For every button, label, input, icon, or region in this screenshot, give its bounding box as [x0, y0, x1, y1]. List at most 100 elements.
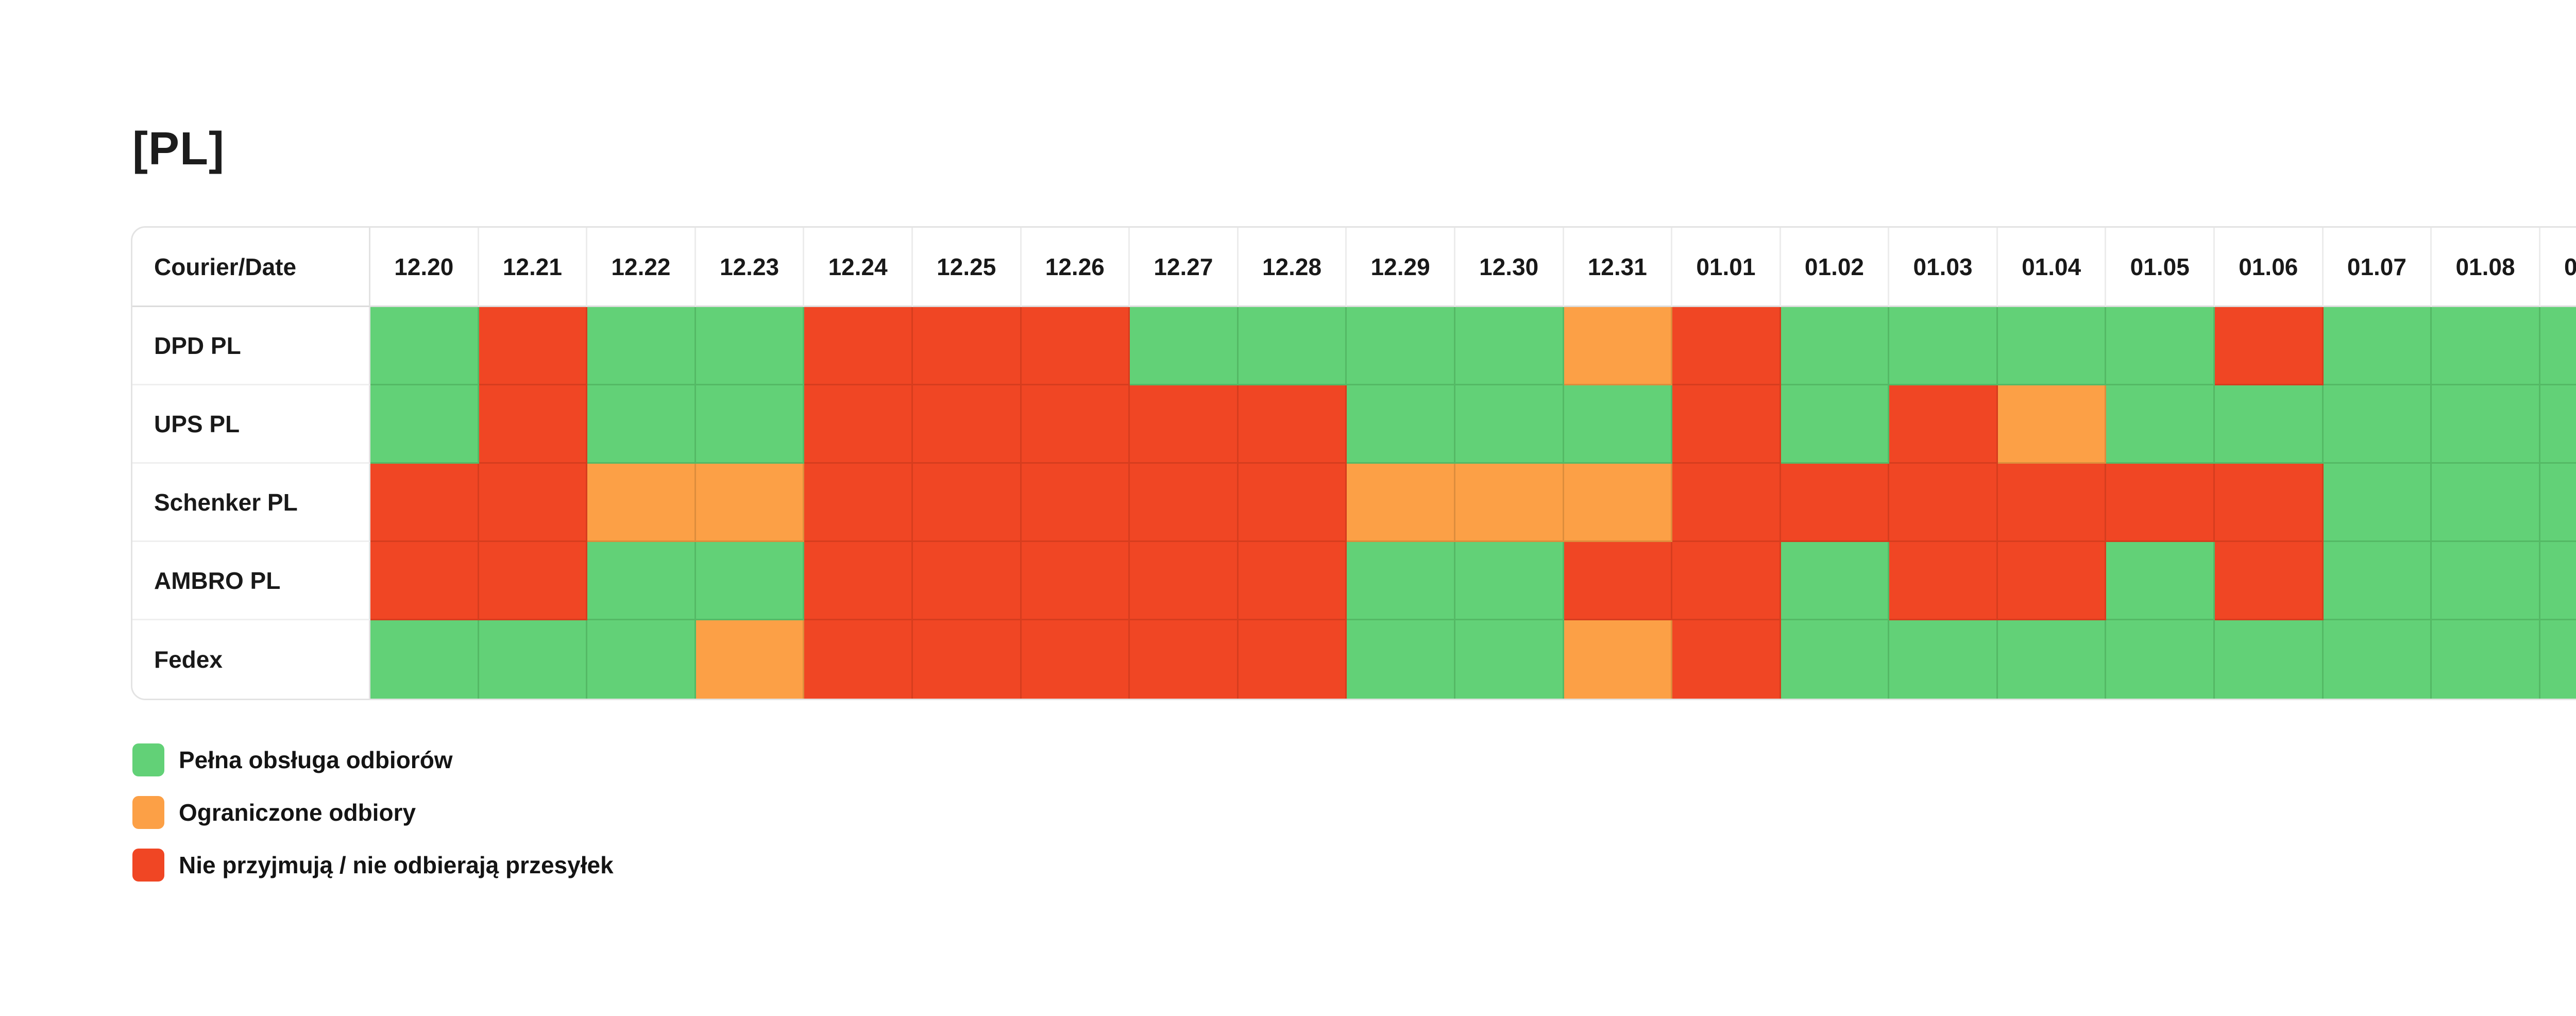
status-cell — [1997, 620, 2107, 699]
status-cell — [1347, 385, 1455, 464]
status-cell — [2432, 307, 2540, 385]
status-cell — [1238, 307, 1347, 385]
status-cell — [696, 307, 805, 385]
status-cell — [1238, 385, 1347, 464]
status-cell — [804, 385, 913, 464]
courier-label: Schenker PL — [132, 464, 370, 542]
status-cell — [1672, 307, 1781, 385]
status-cell — [1021, 620, 1130, 699]
status-cell — [1455, 464, 1564, 542]
status-cell — [1781, 542, 1890, 620]
date-header-cell: 12.24 — [804, 228, 913, 307]
status-cell — [1889, 464, 1998, 542]
legend-swatch-limited — [132, 796, 164, 829]
status-cell — [1997, 385, 2107, 464]
status-cell — [2540, 307, 2576, 385]
status-cell — [479, 307, 588, 385]
status-cell — [1997, 542, 2107, 620]
status-cell — [1347, 464, 1455, 542]
date-header-cell: 12.27 — [1130, 228, 1239, 307]
status-cell — [1997, 464, 2107, 542]
legend-label-closed: Nie przyjmują / nie odbierają przesyłek — [179, 852, 614, 878]
status-cell — [2215, 307, 2324, 385]
date-header-cell: 01.07 — [2323, 228, 2432, 307]
legend-label-limited: Ograniczone odbiory — [179, 799, 416, 826]
date-header-cell: 01.04 — [1997, 228, 2107, 307]
status-cell — [2106, 385, 2215, 464]
status-cell — [2323, 542, 2432, 620]
status-cell — [370, 542, 479, 620]
status-cell — [1130, 620, 1239, 699]
status-cell — [1672, 542, 1781, 620]
date-header-cell: 12.20 — [370, 228, 479, 307]
status-cell — [696, 620, 805, 699]
status-cell — [2432, 464, 2540, 542]
status-cell — [912, 620, 1022, 699]
status-cell — [804, 464, 913, 542]
date-header-cell: 12.30 — [1455, 228, 1564, 307]
date-header-cell: 12.31 — [1564, 228, 1673, 307]
date-header-cell: 01.08 — [2432, 228, 2540, 307]
status-cell — [1889, 542, 1998, 620]
status-cell — [2106, 464, 2215, 542]
status-cell — [1781, 464, 1890, 542]
status-cell — [1564, 385, 1673, 464]
status-cell — [2540, 620, 2576, 699]
status-cell — [1347, 542, 1455, 620]
status-cell — [587, 307, 696, 385]
status-cell — [1889, 385, 1998, 464]
status-cell — [1672, 620, 1781, 699]
legend-item-closed: Nie przyjmują / nie odbierają przesyłek — [132, 849, 614, 882]
status-cell — [804, 307, 913, 385]
status-cell — [479, 542, 588, 620]
status-cell — [2323, 385, 2432, 464]
status-cell — [912, 542, 1022, 620]
status-cell — [1564, 464, 1673, 542]
status-cell — [804, 620, 913, 699]
status-cell — [2215, 542, 2324, 620]
status-cell — [1021, 464, 1130, 542]
status-cell — [1781, 620, 1890, 699]
date-header-cell: 01.03 — [1889, 228, 1998, 307]
status-cell — [370, 385, 479, 464]
legend-swatch-full — [132, 743, 164, 776]
status-cell — [2215, 620, 2324, 699]
status-cell — [479, 620, 588, 699]
status-cell — [1455, 542, 1564, 620]
status-cell — [1021, 542, 1130, 620]
page-title: [PL] — [132, 123, 225, 175]
status-cell — [370, 620, 479, 699]
status-cell — [2106, 307, 2215, 385]
status-cell — [1564, 620, 1673, 699]
date-header-cell: 01.06 — [2215, 228, 2324, 307]
status-cell — [1781, 385, 1890, 464]
date-header-cell: 12.26 — [1021, 228, 1130, 307]
status-cell — [1455, 385, 1564, 464]
legend-item-full: Pełna obsługa odbiorów — [132, 743, 614, 776]
date-header-cell: 12.29 — [1347, 228, 1455, 307]
status-cell — [1347, 307, 1455, 385]
courier-label: UPS PL — [132, 385, 370, 464]
status-cell — [1781, 307, 1890, 385]
status-cell — [1021, 307, 1130, 385]
status-cell — [2106, 542, 2215, 620]
status-cell — [2323, 307, 2432, 385]
date-header-cell: 01.02 — [1781, 228, 1890, 307]
status-cell — [1347, 620, 1455, 699]
date-header-cell: 01.09 — [2540, 228, 2576, 307]
status-cell — [1455, 307, 1564, 385]
status-cell — [1130, 542, 1239, 620]
status-cell — [912, 464, 1022, 542]
status-cell — [587, 542, 696, 620]
status-cell — [2215, 385, 2324, 464]
date-header-cell: 12.25 — [912, 228, 1022, 307]
status-cell — [1238, 542, 1347, 620]
status-cell — [1997, 307, 2107, 385]
status-cell — [1564, 542, 1673, 620]
legend-swatch-closed — [132, 849, 164, 882]
status-cell — [2106, 620, 2215, 699]
legend-label-full: Pełna obsługa odbiorów — [179, 747, 453, 773]
status-cell — [1021, 385, 1130, 464]
status-cell — [1564, 307, 1673, 385]
